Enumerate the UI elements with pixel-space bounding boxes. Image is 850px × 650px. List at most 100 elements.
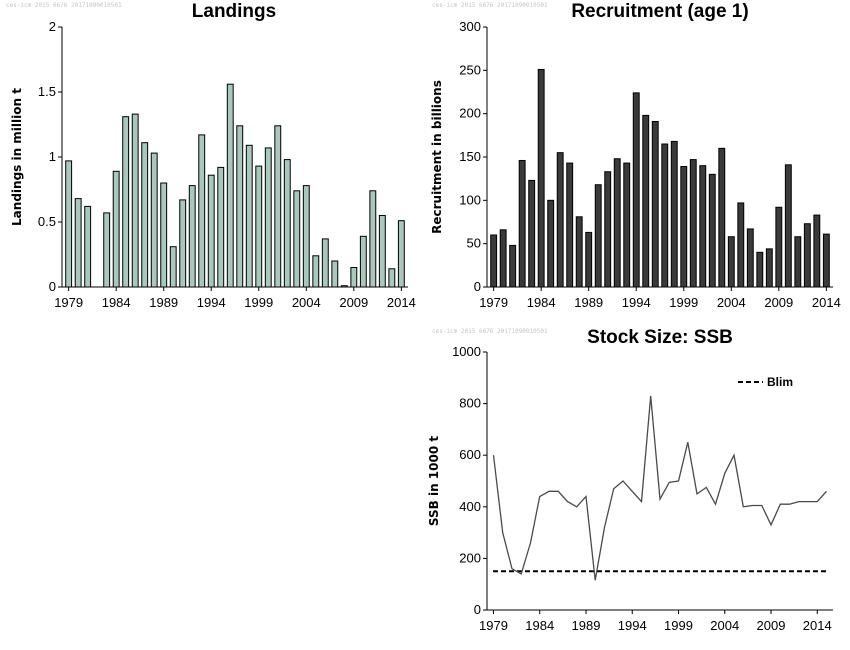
recruitment-x-tick-label: 2009 — [764, 295, 793, 310]
landings-bar-2000 — [264, 147, 272, 288]
recruitment-bar-1984 — [537, 68, 545, 288]
recruitment-y-tick-label: 100 — [459, 192, 481, 207]
recruitment-bar-2011 — [794, 236, 802, 288]
recruitment-bar-2007 — [756, 251, 764, 288]
landings-bar-1980 — [74, 198, 82, 288]
landings-bar-2011 — [369, 190, 377, 288]
recruitment-y-tick-label: 200 — [459, 106, 481, 121]
ssb-y-tick-label: 200 — [459, 550, 481, 565]
landings-bar-1986 — [131, 113, 139, 288]
landings-bar-2012 — [378, 215, 386, 288]
landings-bar-1987 — [141, 142, 149, 288]
ssb-panel: ces-icm 2015 6676 20171090010501 Stock S… — [427, 327, 833, 633]
ssb-x-tick-label: 2009 — [757, 618, 786, 633]
recruitment-bar-1987 — [566, 162, 574, 288]
landings-bar-1979 — [65, 160, 73, 288]
recruitment-y-tick-label: 150 — [459, 149, 481, 164]
landings-y-tick-label: 2 — [49, 19, 56, 34]
ssb-series-line — [492, 395, 827, 581]
recruitment-bar-1989 — [585, 231, 593, 288]
recruitment-bar-2003 — [718, 147, 726, 288]
landings-bar-2003 — [293, 190, 301, 288]
landings-x-tick-label: 1989 — [149, 295, 178, 310]
legend-blim-label: Blim — [767, 375, 793, 389]
recruitment-bar-2014 — [822, 233, 830, 288]
recruitment-y-tick-label: 50 — [467, 236, 481, 251]
ssb-y-tick-label: 600 — [459, 447, 481, 462]
landings-bar-1992 — [188, 185, 196, 288]
landings-bar-1988 — [150, 152, 158, 288]
recruitment-bar-2010 — [784, 164, 792, 288]
ssb-title: Stock Size: SSB — [587, 327, 733, 348]
stamp-text: ces-icm 2015 6676 20171090010501 — [432, 2, 548, 9]
recruitment-x-tick-label: 2014 — [812, 295, 841, 310]
landings-bar-2006 — [321, 238, 329, 288]
recruitment-bar-1991 — [604, 171, 612, 288]
landings-bar-1996 — [226, 83, 234, 288]
recruitment-bar-1993 — [623, 162, 631, 288]
landings-bar-1991 — [179, 199, 187, 288]
landings-bar-2004 — [302, 185, 310, 288]
landings-bar-1997 — [236, 125, 244, 288]
landings-bar-2002 — [283, 159, 291, 288]
recruitment-y-tick-label: 250 — [459, 62, 481, 77]
ssb-x-tick-label: 2014 — [803, 618, 832, 633]
landings-bar-1984 — [112, 170, 120, 288]
landings-y-axis-label: Landings in million t — [10, 88, 24, 226]
ssb-x-tick-label: 1994 — [618, 618, 647, 633]
landings-bar-2007 — [331, 260, 339, 288]
ssb-y-tick-label: 0 — [474, 602, 481, 617]
ssb-x-tick-label: 1989 — [572, 618, 601, 633]
landings-bar-2005 — [312, 255, 320, 288]
recruitment-bar-1983 — [528, 179, 536, 288]
landings-bar-2001 — [274, 125, 282, 288]
recruitment-bar-1995 — [642, 114, 650, 288]
landings-bar-2013 — [388, 268, 396, 288]
recruitment-x-tick-label: 1989 — [574, 295, 603, 310]
recruitment-bar-1999 — [680, 166, 688, 288]
landings-x-tick-label: 2004 — [292, 295, 321, 310]
landings-x-tick-label: 2014 — [387, 295, 416, 310]
stamp-text: ces-icm 2015 6676 20171090010501 — [6, 2, 122, 9]
recruitment-bar-2009 — [775, 206, 783, 288]
recruitment-bar-1992 — [613, 158, 621, 288]
landings-bar-1999 — [255, 165, 263, 288]
recruitment-bar-1988 — [575, 216, 583, 288]
landings-bar-1990 — [169, 246, 177, 288]
recruitment-panel: ces-icm 2015 6676 20171090010501 Recruit… — [430, 1, 841, 310]
recruitment-x-tick-label: 1994 — [622, 295, 651, 310]
landings-y-tick-label: 1.5 — [38, 84, 56, 99]
landings-bar-1994 — [207, 174, 215, 288]
recruitment-bar-2005 — [737, 202, 745, 288]
ssb-y-tick-label: 1000 — [452, 344, 481, 359]
landings-y-tick-label: 0.5 — [38, 214, 56, 229]
landings-x-tick-label: 2009 — [339, 295, 368, 310]
recruitment-bar-2012 — [803, 223, 811, 288]
landings-x-tick-label: 1999 — [244, 295, 273, 310]
recruitment-bar-1998 — [670, 140, 678, 288]
landings-bar-1985 — [122, 116, 130, 288]
landings-x-tick-label: 1979 — [54, 295, 83, 310]
landings-x-tick-label: 1984 — [102, 295, 131, 310]
recruitment-y-tick-label: 0 — [474, 279, 481, 294]
landings-bar-1981 — [84, 205, 92, 288]
landings-x-tick-label: 1994 — [197, 295, 226, 310]
landings-bar-1995 — [217, 166, 225, 288]
recruitment-bar-1996 — [651, 120, 659, 288]
ssb-x-tick-label: 1979 — [479, 618, 508, 633]
recruitment-bar-1980 — [499, 229, 507, 288]
ssb-x-tick-label: 2004 — [710, 618, 739, 633]
ssb-y-axis-label: SSB in 1000 t — [427, 436, 441, 526]
recruitment-bar-2013 — [813, 214, 821, 288]
recruitment-bar-2006 — [746, 228, 754, 288]
landings-bar-2009 — [350, 267, 358, 288]
recruitment-bar-1979 — [490, 234, 498, 288]
recruitment-bar-1981 — [509, 244, 517, 288]
recruitment-bar-2002 — [708, 173, 716, 288]
ssb-x-tick-label: 1999 — [664, 618, 693, 633]
landings-y-tick-label: 0 — [49, 279, 56, 294]
recruitment-bar-2001 — [699, 165, 707, 288]
landings-panel: ces-icm 2015 6676 20171090010501 Landing… — [6, 1, 416, 310]
landings-bar-1998 — [245, 144, 253, 288]
